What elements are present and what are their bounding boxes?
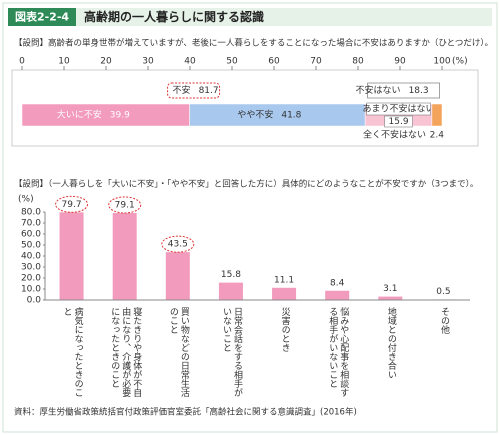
y-tick-label: 20.0: [21, 274, 41, 284]
bar-segment: [21, 103, 190, 127]
label-box: [366, 102, 431, 116]
bar-segment: [431, 103, 443, 127]
value-label: 79.1: [115, 200, 135, 210]
y-tick-label: 50.0: [21, 241, 41, 251]
value-label: 15.8: [221, 270, 241, 280]
y-tick-label: 40.0: [21, 252, 41, 262]
bar: [272, 287, 297, 300]
y-tick-label: 70.0: [21, 219, 41, 229]
y-tick-label: 60.0: [21, 230, 41, 240]
x-tick-label: その他: [438, 307, 449, 334]
value-label: 3.1: [383, 284, 397, 294]
x-tick-label: 60: [268, 57, 280, 67]
bar: [218, 282, 243, 300]
value-label: 8.4: [330, 278, 345, 288]
y-unit: (%): [18, 195, 34, 205]
value-label: 0.5: [436, 287, 450, 297]
x-tick-label: 日常会話をする相手がいないこと: [220, 307, 242, 397]
x-tick-label: 40: [184, 57, 196, 67]
x-tick-label: 寝たきりや身体が不自由になり、介護が必要になったときのこと: [109, 307, 142, 397]
bar: [165, 252, 190, 300]
x-tick-label: 買い物などの日常生活のこと: [167, 307, 189, 397]
x-tick-label: 90: [394, 57, 406, 67]
figure-number: 図表2-2-4: [15, 10, 69, 24]
source: 資料：厚生労働省政策統括官付政策評価官室委託「高齢社会に関する意識調査」(201…: [14, 407, 357, 418]
x-tick-label: 30: [142, 57, 154, 67]
bar-segment: [189, 103, 366, 127]
x-tick-label: 0: [19, 57, 25, 67]
bar: [325, 290, 350, 300]
segment-value: 39.9: [110, 111, 130, 121]
annotation-label: 不安はない: [356, 84, 401, 96]
segment-value: 15.9: [389, 117, 409, 127]
segment-name: 大いに不安: [57, 109, 102, 121]
segment-name: あまり不安はない: [363, 103, 435, 115]
highlight-ring: [108, 196, 142, 214]
segment-value: 2.4: [430, 131, 445, 141]
segment-value: 41.8: [281, 111, 301, 121]
x-tick-label: 10: [58, 57, 70, 67]
subtitle: 【設問】（一人暮らしを「大いに不安」・「やや不安」と回答した方に）具体的にどのよ…: [14, 179, 478, 190]
figure-title: 高齢期の一人暮らしに関する認識: [84, 9, 264, 24]
y-tick-label: 30.0: [21, 263, 41, 273]
x-tick-label: 70: [310, 57, 322, 67]
value-label: 11.1: [274, 275, 294, 285]
header-band: [8, 8, 492, 26]
bar: [112, 212, 137, 300]
highlight-ring: [55, 195, 89, 213]
unit-label: (%): [452, 57, 468, 67]
annotation-box: [367, 82, 440, 99]
x-tick-label: 80: [352, 57, 364, 67]
annotation-label: 不安: [173, 84, 191, 96]
header-label-box: [8, 8, 76, 26]
y-tick-label: 10.0: [21, 285, 41, 295]
x-tick-label: 病気になったときのこと: [61, 307, 83, 397]
segment-name: 全く不安はない: [363, 129, 426, 141]
value-label: 43.5: [168, 240, 188, 250]
x-tick-label: 悩みや心配事を相談する相手がいないこと: [327, 307, 349, 397]
y-tick-label: 80.0: [21, 208, 41, 218]
annotation-value: 81.7: [199, 86, 219, 96]
x-tick-label: 50: [226, 57, 238, 67]
x-tick-label: 100: [433, 57, 450, 67]
bar: [378, 296, 403, 300]
bar: [59, 212, 84, 300]
x-tick-label: 災害のとき: [279, 307, 290, 352]
y-tick-label: 0.0: [27, 296, 42, 306]
plot-frame: [11, 69, 479, 147]
subtitle: 【設問】高齢者の単身世帯が増えていますが、老後に一人暮らしをすることになった場合…: [14, 38, 493, 49]
x-tick-label: 20: [100, 57, 112, 67]
value-label: 79.7: [62, 200, 82, 210]
x-tick-label: 地域との付き合い: [385, 307, 396, 379]
label-box: [384, 115, 413, 128]
highlight-ring: [161, 235, 195, 253]
annotation-value: 18.3: [409, 86, 429, 96]
segment-name: やや不安: [237, 109, 273, 121]
annotation-box: [167, 82, 221, 99]
